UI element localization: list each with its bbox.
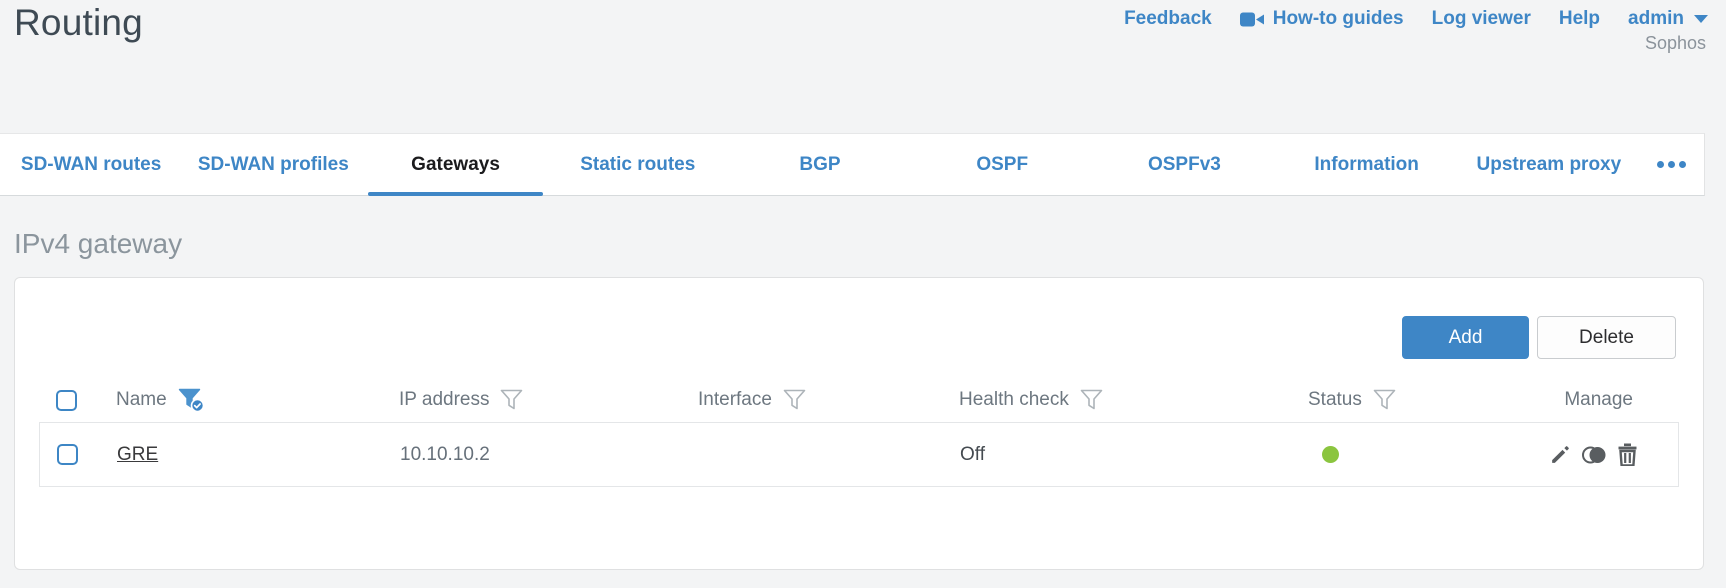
table-row: GRE 10.10.10.2 Off [39, 422, 1679, 487]
tab-bgp[interactable]: BGP [799, 153, 841, 175]
tab-static-routes[interactable]: Static routes [580, 153, 696, 175]
delete-button[interactable]: Delete [1537, 316, 1676, 359]
status-green-dot [1322, 446, 1339, 463]
clone-icon[interactable] [1581, 444, 1608, 466]
howto-guides-label: How-to guides [1272, 8, 1404, 29]
admin-menu[interactable]: admin [1628, 8, 1708, 30]
gateway-health-check: Off [960, 443, 985, 465]
page-title: Routing [14, 2, 143, 43]
pencil-icon[interactable] [1549, 443, 1572, 466]
tab-upstream-proxy[interactable]: Upstream proxy [1476, 153, 1622, 175]
brand-label: Sophos [1644, 33, 1706, 53]
tab-sdwan-profiles[interactable]: SD-WAN profiles [197, 153, 349, 175]
help-link[interactable]: Help [1559, 8, 1600, 30]
ellipsis-icon[interactable] [1640, 134, 1704, 195]
ipv4-gateway-card: Add Delete Name IP address [14, 277, 1704, 570]
tab-sdwan-routes[interactable]: SD-WAN routes [20, 153, 162, 175]
add-button[interactable]: Add [1402, 316, 1529, 359]
caret-down-icon [1694, 15, 1708, 23]
routing-tabbar: SD-WAN routes SD-WAN profiles Gateways S… [0, 133, 1705, 196]
log-viewer-link[interactable]: Log viewer [1432, 8, 1531, 30]
table-header: Name IP address Interface [39, 378, 1679, 422]
tab-ospf[interactable]: OSPF [976, 153, 1029, 175]
column-header-status: Status [1308, 389, 1362, 410]
funnel-icon[interactable] [500, 389, 524, 411]
tab-ospfv3[interactable]: OSPFv3 [1147, 153, 1221, 175]
feedback-link[interactable]: Feedback [1124, 8, 1212, 30]
gateway-ip-address: 10.10.10.2 [400, 443, 490, 465]
admin-menu-label: admin [1628, 8, 1684, 29]
column-header-name: Name [116, 389, 167, 410]
section-title: IPv4 gateway [14, 228, 183, 259]
howto-guides-link[interactable]: How-to guides [1239, 8, 1404, 30]
trash-icon[interactable] [1617, 443, 1638, 466]
select-all-checkbox[interactable] [56, 389, 77, 411]
tab-gateways[interactable]: Gateways [364, 134, 546, 196]
log-viewer-label: Log viewer [1431, 8, 1531, 29]
funnel-icon[interactable] [783, 389, 807, 411]
column-header-ip-address: IP address [399, 389, 490, 410]
table-body: GRE 10.10.10.2 Off [15, 422, 1703, 487]
video-camera-icon [1239, 11, 1265, 28]
gateway-name-link[interactable]: GRE [117, 443, 159, 465]
funnel-check-icon[interactable] [178, 388, 205, 413]
help-label: Help [1558, 8, 1601, 29]
column-header-interface: Interface [698, 389, 772, 410]
funnel-icon[interactable] [1080, 389, 1104, 411]
row-checkbox[interactable] [57, 444, 78, 465]
tab-information[interactable]: Information [1314, 153, 1419, 175]
header-links: Feedback How-to guides Log viewer Help a… [1124, 8, 1708, 30]
feedback-link-label: Feedback [1124, 8, 1212, 29]
funnel-icon[interactable] [1373, 389, 1397, 411]
column-header-manage: Manage [1564, 389, 1633, 410]
column-header-health-check: Health check [959, 389, 1069, 410]
